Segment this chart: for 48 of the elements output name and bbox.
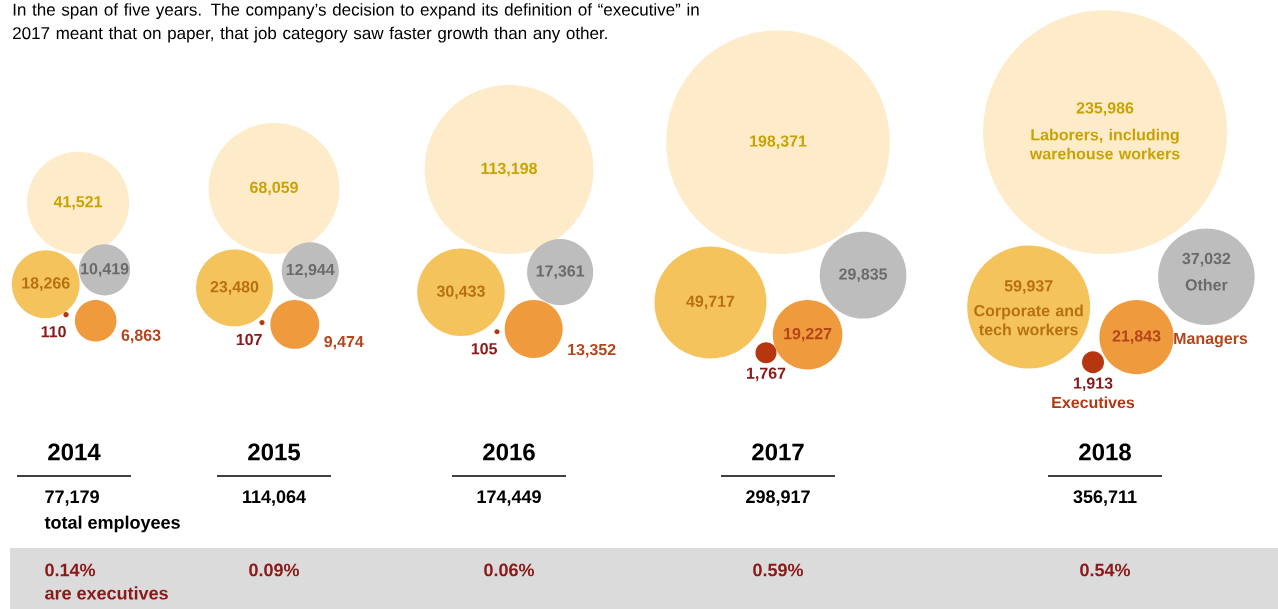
data-label: 1,913	[1073, 377, 1113, 392]
data-label: 59,937	[1004, 280, 1053, 294]
category-label: 2016	[483, 443, 535, 461]
text: 0.14%	[45, 563, 96, 577]
data-label: 1,767	[746, 367, 786, 382]
text: 0.54%	[1080, 563, 1131, 577]
text: 298,917	[746, 490, 810, 506]
data-label: 19,227	[784, 327, 832, 342]
text: 174,449	[477, 490, 541, 506]
text: 77,179	[45, 490, 99, 506]
data-label: 6,863	[121, 329, 161, 344]
data-label: 37,032	[1182, 252, 1231, 267]
text: total employees	[44, 515, 180, 533]
text: 356,711	[1073, 490, 1137, 506]
category-label: 2018	[1079, 443, 1131, 461]
series-label: Other	[1185, 278, 1228, 291]
legend-label: Executives	[1052, 396, 1135, 409]
data-label: 113,198	[481, 162, 537, 177]
series-label: Corporate and tech workers	[974, 304, 1083, 336]
data-label: 107	[236, 333, 262, 346]
data-label: 21,843	[1112, 330, 1161, 344]
data-label: 29,835	[839, 268, 888, 283]
data-label: 198,371	[750, 135, 807, 150]
data-label: 18,266	[22, 277, 70, 291]
data-label: 12,944	[286, 263, 335, 278]
data-label: 110	[41, 326, 66, 338]
text: In the span of five years. The company’s decision to expand its definition of “executive” in 2017 meant that on paper, that job category saw faster growth than any other.	[13, 3, 699, 43]
data-label: 41,521	[53, 196, 103, 210]
category-label: 2017	[752, 443, 804, 461]
data-label: 105	[471, 343, 498, 355]
data-label: 68,059	[250, 181, 298, 196]
series-label: Managers	[1174, 332, 1248, 348]
text: are executives	[45, 586, 168, 600]
data-label: 10,419	[81, 263, 129, 277]
data-label: 49,717	[686, 295, 735, 310]
data-label: 17,361	[536, 265, 585, 279]
data-label: 235,986	[1076, 102, 1134, 116]
data-label: 9,474	[324, 335, 364, 350]
series-label: Laborers, including warehouse workers	[1029, 128, 1180, 160]
category-label: 2015	[248, 443, 301, 461]
text: 0.09%	[249, 563, 300, 577]
text: 114,064	[243, 490, 306, 506]
data-label: 30,433	[436, 285, 485, 300]
data-label: 23,480	[210, 281, 259, 295]
category-label: 2014	[48, 443, 101, 461]
text: 0.06%	[484, 563, 535, 577]
text: 0.59%	[753, 563, 804, 577]
data-label: 13,352	[568, 343, 616, 358]
